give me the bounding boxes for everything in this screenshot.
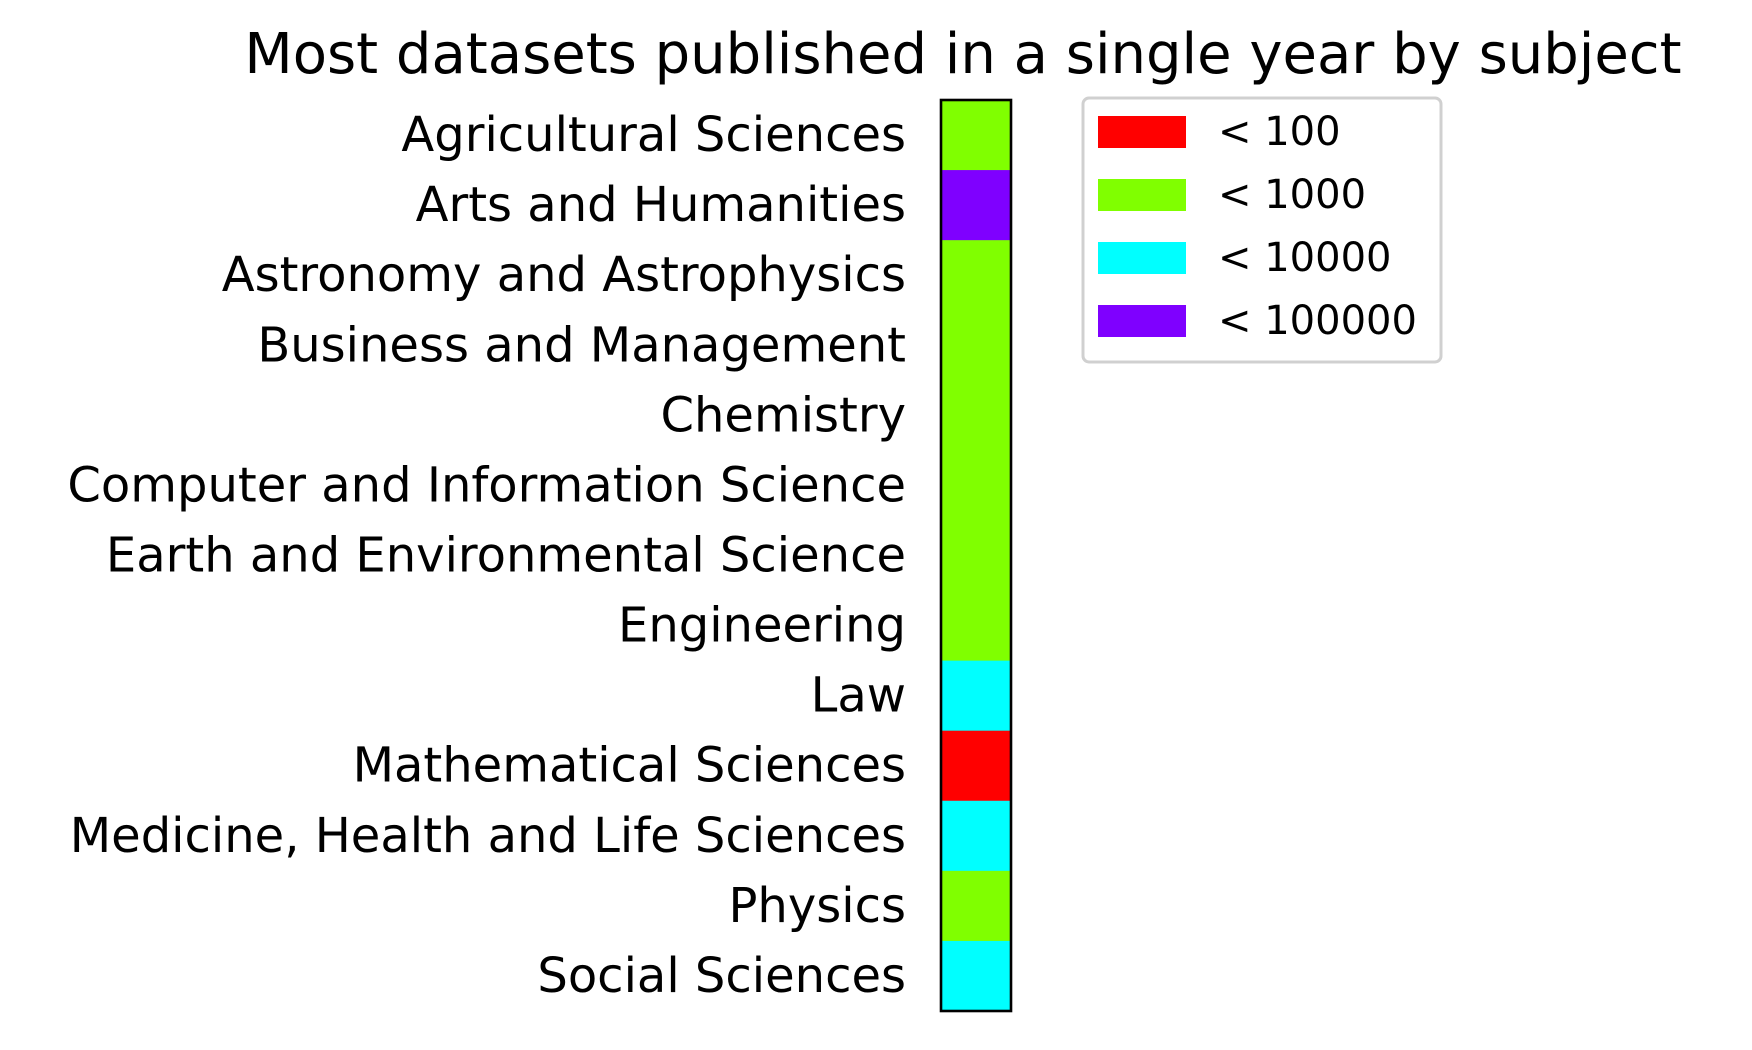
heatmap-cell	[941, 170, 1011, 241]
y-tick-label: Social Sciences	[537, 948, 906, 1004]
legend-swatch	[1098, 116, 1186, 148]
legend-label: < 10000	[1218, 235, 1391, 281]
legend-swatch	[1098, 242, 1186, 274]
y-tick-label: Computer and Information Science	[67, 457, 906, 513]
legend-swatch	[1098, 179, 1186, 211]
heatmap-cell	[941, 660, 1011, 732]
legend-swatch	[1098, 305, 1186, 337]
heatmap-cell	[941, 730, 1011, 802]
heatmap-cell	[941, 380, 1011, 451]
legend: < 100 < 1000 < 10000 < 100000	[1081, 96, 1443, 364]
plot-frame	[939, 98, 1013, 1013]
y-tick-label: Medicine, Health and Life Sciences	[70, 808, 906, 864]
heatmap-cell	[941, 590, 1011, 662]
chart-title: Most datasets published in a single year…	[244, 22, 1681, 87]
y-tick-labels: Agricultural Sciences Arts and Humanities…	[67, 107, 906, 1004]
legend-frame	[1081, 96, 1443, 364]
heatmap-cell	[941, 310, 1011, 381]
heatmap-cell	[941, 870, 1011, 942]
y-tick-label: Mathematical Sciences	[353, 738, 906, 794]
legend-label: < 100	[1218, 109, 1341, 155]
y-tick-label: Agricultural Sciences	[401, 107, 906, 163]
heatmap-cell	[941, 450, 1011, 521]
y-tick-label: Earth and Environmental Science	[106, 528, 906, 584]
heatmap-cell	[941, 520, 1011, 592]
y-tick-label: Engineering	[618, 598, 906, 654]
legend-label: < 100000	[1218, 298, 1417, 344]
heatmap-cell	[941, 100, 1011, 171]
legend-label: < 1000	[1218, 172, 1366, 218]
heatmap-cells	[941, 100, 1011, 1012]
y-tick-label: Astronomy and Astrophysics	[222, 247, 906, 303]
y-tick-label: Physics	[728, 878, 906, 934]
y-tick-label: Business and Management	[257, 317, 906, 373]
y-tick-label: Law	[811, 668, 906, 724]
heatmap-cell	[941, 940, 1011, 1012]
y-tick-label: Chemistry	[660, 387, 906, 443]
heatmap-cell	[941, 800, 1011, 872]
heatmap-cell	[941, 240, 1011, 311]
y-tick-label: Arts and Humanities	[416, 177, 906, 233]
